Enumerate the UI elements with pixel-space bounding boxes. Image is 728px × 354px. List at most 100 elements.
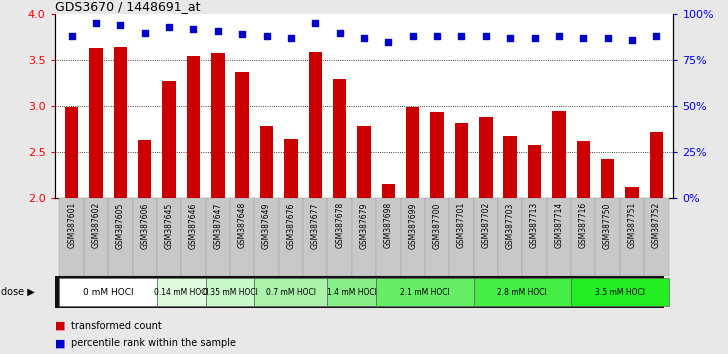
Bar [400,198,425,276]
Text: 2.1 mM HOCl: 2.1 mM HOCl [400,287,450,297]
Bar [181,198,205,276]
Text: GSM387679: GSM387679 [360,202,368,249]
Text: GSM387606: GSM387606 [141,202,149,249]
Bar [284,139,298,198]
Bar [479,117,493,198]
Text: 3.5 mM HOCl: 3.5 mM HOCl [595,287,645,297]
Text: GSM387701: GSM387701 [457,202,466,249]
Bar [157,278,205,306]
Text: 1.4 mM HOCl: 1.4 mM HOCl [327,287,377,297]
Bar [474,198,498,276]
Text: GSM387713: GSM387713 [530,202,539,249]
Point [431,33,443,39]
Bar [352,198,376,276]
Text: GSM387649: GSM387649 [262,202,271,249]
Point [358,35,370,41]
Point [382,39,394,45]
Point [456,33,467,39]
Bar [498,198,523,276]
Point [212,28,223,34]
Point [602,35,614,41]
Bar [553,111,566,198]
Bar [235,72,249,198]
Text: GSM387602: GSM387602 [92,202,100,249]
Bar [260,126,273,198]
Point [285,35,297,41]
Bar [571,198,596,276]
Point [505,35,516,41]
Bar [205,198,230,276]
Bar [328,198,352,276]
Text: 0.7 mM HOCl: 0.7 mM HOCl [266,287,316,297]
Point [261,33,272,39]
Bar [504,136,517,198]
Bar [114,47,127,198]
Point [66,33,77,39]
Bar [60,278,157,306]
Bar [601,159,614,198]
Point [188,26,199,32]
Bar [333,79,347,198]
Point [529,35,540,41]
Text: 0.35 mM HOCl: 0.35 mM HOCl [202,287,258,297]
Bar [205,278,254,306]
Bar [162,81,175,198]
Point [334,30,346,35]
Bar [376,198,400,276]
Text: dose ▶: dose ▶ [1,287,35,297]
Bar [528,145,541,198]
Bar [254,278,328,306]
Bar [65,107,79,198]
Bar [596,198,620,276]
Point [407,33,419,39]
Point [626,37,638,43]
Bar [357,126,371,198]
Bar [577,141,590,198]
Bar [108,198,132,276]
Bar [230,198,254,276]
Bar [449,198,474,276]
Text: GSM387601: GSM387601 [67,202,76,249]
Text: GSM387700: GSM387700 [432,202,442,249]
Text: GSM387714: GSM387714 [555,202,563,249]
Bar [84,198,108,276]
Bar [406,107,419,198]
Bar [571,278,668,306]
Bar [254,198,279,276]
Point [651,33,662,39]
Text: GSM387702: GSM387702 [481,202,491,249]
Text: 0 mM HOCl: 0 mM HOCl [83,287,133,297]
Point [480,33,491,39]
Bar [90,48,103,198]
Text: GSM387698: GSM387698 [384,202,393,249]
Bar [625,187,638,198]
Bar [376,278,474,306]
Bar [425,198,449,276]
Text: 0.14 mM HOCl: 0.14 mM HOCl [154,287,209,297]
Text: GSM387645: GSM387645 [165,202,173,249]
Text: GSM387716: GSM387716 [579,202,587,249]
Bar [328,278,376,306]
Bar [649,132,663,198]
Text: GSM387751: GSM387751 [628,202,636,249]
Text: 2.8 mM HOCl: 2.8 mM HOCl [497,287,547,297]
Bar [211,53,224,198]
Bar [187,56,200,198]
Text: GDS3670 / 1448691_at: GDS3670 / 1448691_at [55,0,200,13]
Text: GSM387752: GSM387752 [652,202,661,249]
Bar [381,184,395,198]
Text: GSM387699: GSM387699 [408,202,417,249]
Text: percentile rank within the sample: percentile rank within the sample [71,338,236,348]
Text: GSM387703: GSM387703 [506,202,515,249]
Bar [523,198,547,276]
Bar [279,198,303,276]
Bar [455,123,468,198]
Bar [474,278,571,306]
Text: GSM387677: GSM387677 [311,202,320,249]
Bar [157,198,181,276]
Point [139,30,151,35]
Point [553,33,565,39]
Bar [138,140,151,198]
Point [577,35,589,41]
Point [90,21,102,26]
